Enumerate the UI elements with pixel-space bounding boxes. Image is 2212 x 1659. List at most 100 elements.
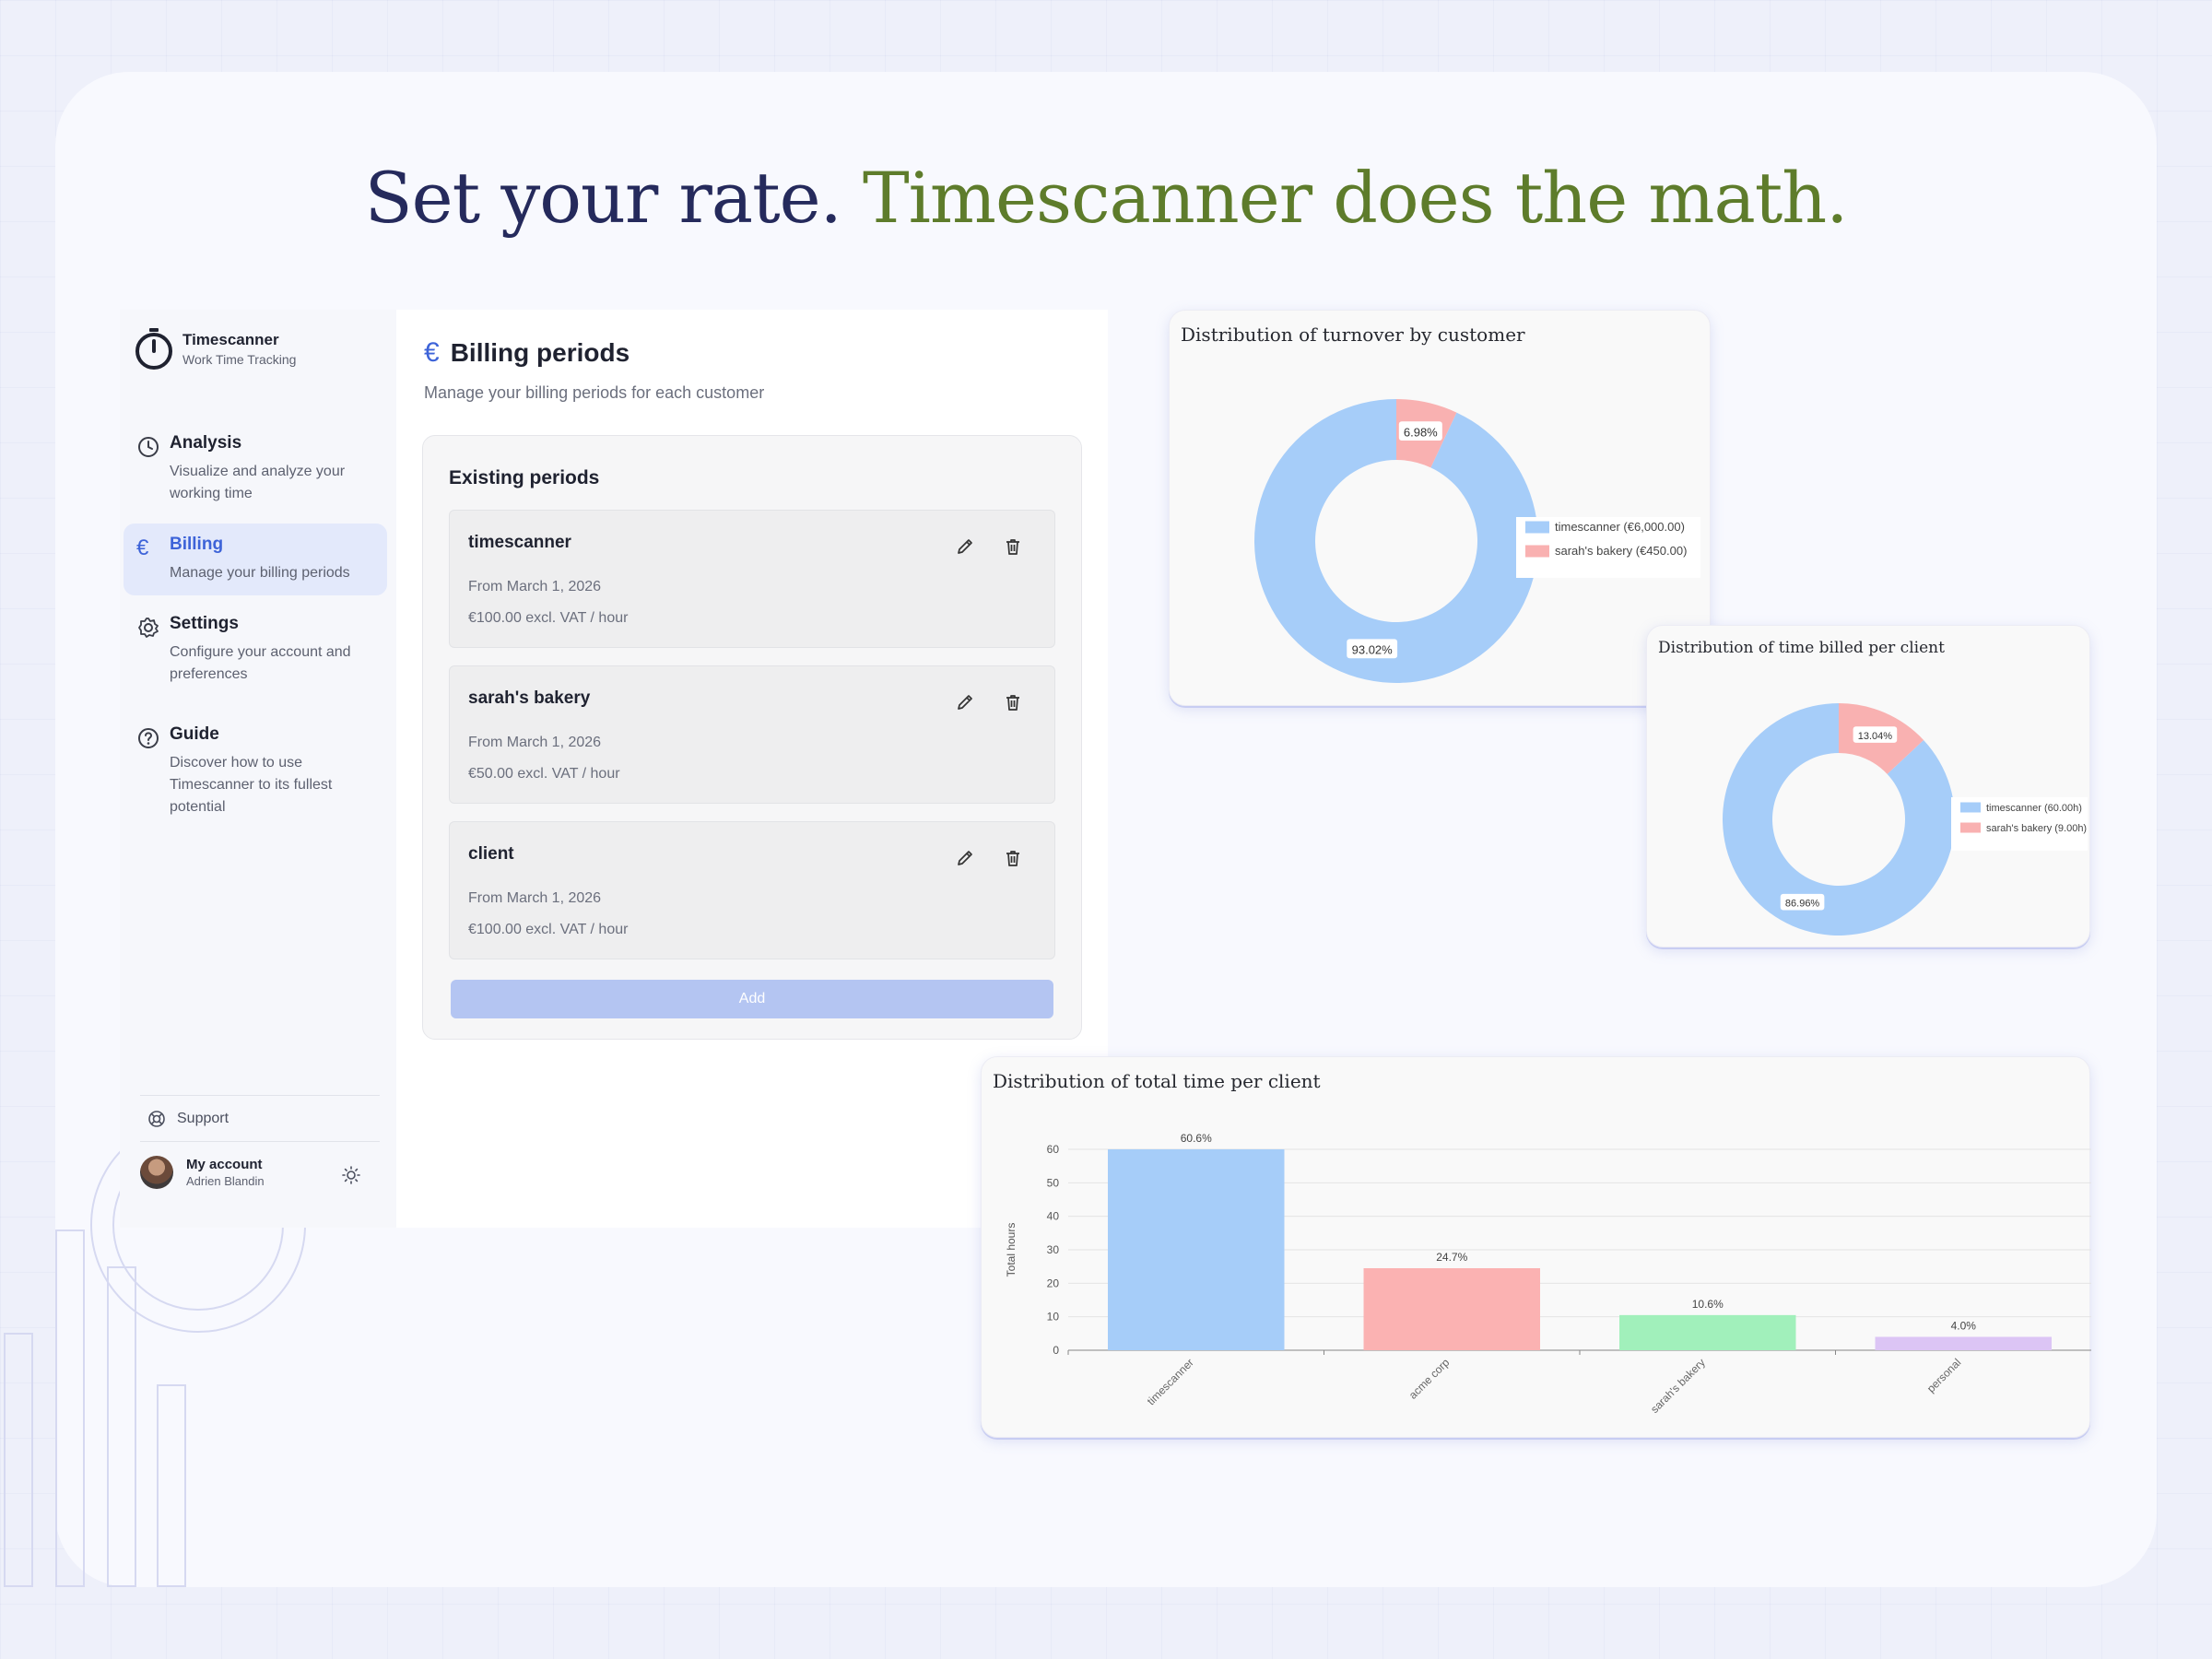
sidebar-item-settings[interactable]: Settings Configure your account and pref… [124, 603, 387, 697]
data-label-bg [1853, 726, 1898, 743]
chart-title: Distribution of time billed per client [1658, 639, 1945, 657]
clock-icon [138, 437, 159, 457]
periods-panel: Existing periods timescanner From March … [422, 435, 1082, 1040]
headline-part2: Timescanner does the math. [862, 157, 1848, 239]
pencil-icon[interactable] [955, 536, 975, 557]
data-label: 6.98% [1404, 425, 1438, 439]
decorative-bar [55, 1230, 85, 1587]
y-tick-label: 60 [1047, 1143, 1060, 1156]
period-rate: €50.00 excl. VAT / hour [468, 766, 620, 782]
account-user-name: Adrien Blandin [186, 1174, 265, 1188]
avatar [140, 1156, 173, 1189]
y-tick-label: 40 [1047, 1210, 1060, 1223]
panel-title: Existing periods [449, 467, 600, 488]
sidebar-item-label: Settings [170, 614, 239, 633]
sidebar-item-label: Analysis [170, 433, 242, 453]
page-title-text: Billing periods [450, 338, 630, 367]
brand[interactable]: Timescanner Work Time Tracking [133, 326, 296, 371]
page-title: € Billing periods [424, 337, 629, 369]
sidebar-divider [140, 1141, 380, 1142]
total-time-chart-card: Distribution of total time per client 0 1… [981, 1056, 2091, 1438]
data-label-bg [1347, 639, 1398, 659]
support-link[interactable]: Support [147, 1110, 229, 1128]
sidebar-item-billing[interactable]: € Billing Manage your billing periods [124, 524, 387, 595]
x-tick-label: timescanner [1145, 1356, 1196, 1407]
headline-part1: Set your rate. [364, 157, 842, 239]
bar[interactable] [1108, 1149, 1285, 1350]
legend-swatch [1960, 822, 1981, 833]
data-label: 60.6% [1181, 1132, 1212, 1145]
pencil-icon[interactable] [955, 692, 975, 712]
list-item: client From March 1, 2026 €100.00 excl. … [449, 821, 1055, 959]
trash-icon[interactable] [1003, 848, 1023, 868]
stopwatch-icon [135, 328, 172, 370]
bar[interactable] [1363, 1267, 1540, 1350]
brand-name: Timescanner [182, 330, 279, 348]
y-tick-label: 30 [1047, 1243, 1060, 1256]
legend-swatch [1525, 521, 1549, 534]
bar[interactable] [1875, 1336, 2052, 1350]
sidebar-item-label: Guide [170, 724, 219, 744]
donut-slice[interactable] [1723, 703, 1955, 935]
legend-label: timescanner (60.00h) [1986, 803, 2082, 814]
chart-title: Distribution of total time per client [993, 1070, 1321, 1092]
x-tick-label: personal [1924, 1356, 1963, 1394]
period-customer: sarah's bakery [468, 688, 591, 708]
trash-icon[interactable] [1003, 692, 1023, 712]
trash-icon[interactable] [1003, 536, 1023, 557]
sidebar-item-desc: Discover how to use Timescanner to its f… [170, 755, 333, 815]
sidebar: Timescanner Work Time Tracking Analysis … [120, 310, 396, 1228]
list-item: timescanner From March 1, 2026 €100.00 e… [449, 510, 1055, 648]
data-label: 13.04% [1858, 731, 1893, 742]
sidebar-item-desc: Configure your account and preferences [170, 644, 351, 682]
pencil-icon[interactable] [955, 848, 975, 868]
donut-slice[interactable] [1254, 399, 1538, 683]
sidebar-item-analysis[interactable]: Analysis Visualize and analyze your work… [124, 422, 387, 516]
period-rate: €100.00 excl. VAT / hour [468, 610, 629, 626]
period-start: From March 1, 2026 [468, 579, 602, 594]
list-item: sarah's bakery From March 1, 2026 €50.00… [449, 665, 1055, 804]
legend-label: timescanner (€6,000.00) [1555, 520, 1685, 534]
sidebar-item-guide[interactable]: Guide Discover how to use Timescanner to… [124, 713, 387, 830]
data-label-bg [1780, 893, 1825, 911]
total-time-bar-chart: 0 10 20 30 40 50 60 Total hours 60.6% timescanner… [1005, 1132, 2091, 1416]
bar[interactable] [1619, 1314, 1796, 1350]
data-label: 86.96% [1785, 899, 1820, 910]
sidebar-item-label: Billing [170, 535, 224, 554]
period-customer: client [468, 844, 514, 864]
sidebar-item-desc: Manage your billing periods [170, 565, 350, 581]
account-label: My account [186, 1157, 263, 1172]
period-start: From March 1, 2026 [468, 735, 602, 750]
sidebar-divider [140, 1095, 380, 1096]
decorative-bar [4, 1333, 33, 1587]
decorative-bar [157, 1384, 186, 1587]
y-tick-label: 20 [1047, 1277, 1060, 1289]
decorative-bar [107, 1266, 136, 1587]
y-tick-label: 0 [1053, 1344, 1059, 1357]
support-label: Support [177, 1111, 229, 1126]
page-subtitle: Manage your billing periods for each cus… [424, 383, 765, 402]
time-billed-chart-card: Distribution of time billed per client 8… [1646, 625, 2090, 947]
lifebuoy-icon [148, 1111, 165, 1127]
add-period-button[interactable]: Add [451, 980, 1053, 1018]
gear-icon [138, 618, 159, 638]
legend-swatch [1525, 545, 1549, 558]
legend-label: sarah's bakery (9.00h) [1986, 823, 2087, 834]
sun-icon[interactable] [341, 1165, 361, 1185]
turnover-donut-chart: 93.02% 6.98% timescanner (€6,000.00) sarah'… [1254, 399, 1700, 683]
euro-icon: € [136, 535, 149, 560]
legend-label: sarah's bakery (€450.00) [1555, 544, 1687, 558]
account-menu[interactable]: My account Adrien Blandin [140, 1156, 265, 1189]
turnover-chart-card: Distribution of turnover by customer 93.… [1169, 310, 1711, 706]
data-label: 10.6% [1692, 1298, 1724, 1311]
chart-title: Distribution of turnover by customer [1181, 324, 1525, 346]
period-rate: €100.00 excl. VAT / hour [468, 922, 629, 937]
legend-swatch [1960, 802, 1981, 813]
euro-icon: € [424, 337, 440, 368]
period-start: From March 1, 2026 [468, 890, 602, 906]
x-tick-label: acme corp [1406, 1356, 1453, 1402]
brand-tagline: Work Time Tracking [182, 351, 297, 367]
data-label: 24.7% [1436, 1251, 1467, 1264]
y-tick-label: 50 [1047, 1176, 1060, 1189]
period-customer: timescanner [468, 533, 571, 552]
